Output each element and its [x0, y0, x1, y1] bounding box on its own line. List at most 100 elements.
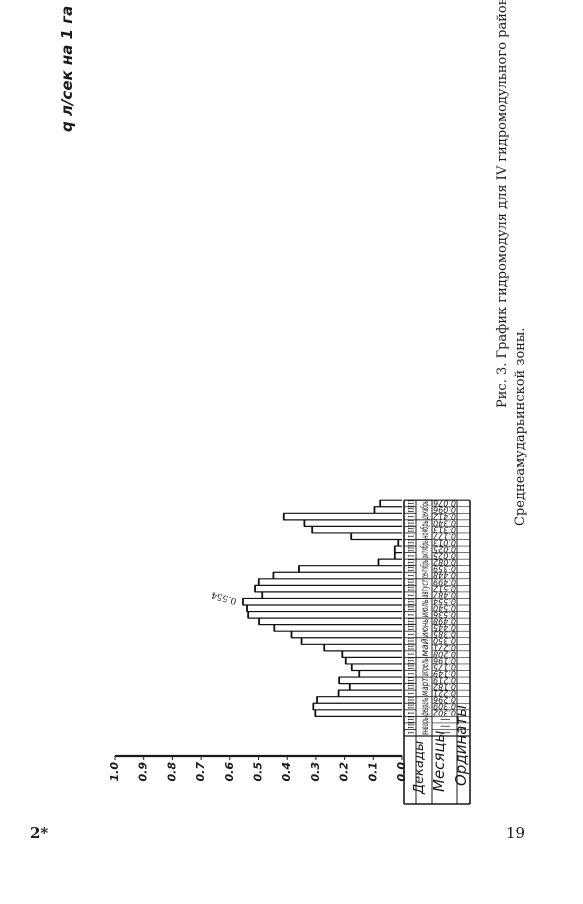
ordinate-label: 0.540 — [433, 603, 456, 612]
figure-caption-line2: Среднеамударьинской зоны. — [513, 328, 528, 526]
y-tick-label: 0.3 — [309, 762, 322, 782]
dekada-label: I — [408, 711, 416, 714]
ordinate-label: 0.313 — [433, 525, 456, 534]
dekada-label: II — [408, 645, 416, 651]
y-tick-label: 0.6 — [223, 762, 236, 782]
ordinate-label: 0.177 — [432, 531, 456, 540]
ordinate-label: 0.196 — [433, 656, 456, 665]
ordinate-label: 0.302 — [433, 708, 456, 717]
dekada-label: I — [408, 633, 416, 636]
ordinate-label: 0.149 — [433, 669, 456, 678]
ordinate-label: 0.271 — [433, 643, 456, 652]
bar-outline — [242, 499, 402, 717]
y-tick-label: 0.7 — [194, 762, 207, 782]
ordinate-mark: | — [441, 731, 451, 734]
dekada-label: II — [408, 586, 416, 592]
ordinate-label: 0.359 — [433, 564, 456, 573]
dekada-label: I — [408, 535, 416, 538]
y-tick-label: 0.9 — [137, 762, 150, 782]
y-tick-label: 0.5 — [252, 762, 265, 782]
dekada-label: II — [408, 723, 416, 729]
month-label: август — [420, 579, 431, 598]
ordinate-label: 0.536 — [433, 610, 456, 619]
text-layer: q л/сек на 1 га Декады Месяцы Ординаты Р… — [58, 0, 528, 795]
ordinate-label: 0.385 — [433, 630, 456, 639]
page-number: 19 — [506, 824, 526, 842]
y-tick-label: 1.0 — [108, 762, 121, 782]
dekada-label: I — [408, 594, 416, 597]
dekada-label: III — [408, 676, 416, 685]
ordinate-label: 0.296 — [433, 695, 456, 704]
ordinate-label: 0.076 — [433, 499, 456, 508]
row-label-ordinaty: Ординаты — [452, 705, 470, 786]
peak-annotation: 0.554 — [210, 589, 238, 605]
month-label: март — [420, 677, 431, 696]
ordinate-mark: | — [441, 725, 451, 728]
ordinate-label: 0.445 — [433, 623, 456, 632]
ordinate-label: 0.554 — [433, 597, 456, 606]
y-tick-label: 0.8 — [165, 762, 178, 782]
ordinate-mark: | — [441, 718, 451, 721]
dekada-label: II — [408, 684, 416, 690]
ordinate-label: 0.025 — [433, 551, 456, 560]
dekada-label: II — [408, 704, 416, 710]
ordinate-label: 0.499 — [433, 577, 456, 586]
row-label-mesyacy: Месяцы — [430, 730, 448, 792]
row-label-dekady: Декады — [412, 741, 427, 795]
dekada-label: I — [408, 672, 416, 675]
dekada-label: III — [408, 715, 416, 724]
corner-mark: 2* — [30, 824, 49, 842]
y-axis-label: q л/сек на 1 га — [58, 6, 76, 132]
y-tick-label: 0.0 — [395, 762, 408, 782]
dekada-label: II — [408, 605, 416, 611]
y-tick-label: 0.4 — [280, 762, 293, 782]
dekada-label: III — [408, 578, 416, 587]
ordinate-label: 0.219 — [433, 676, 456, 685]
y-tick-label: 0.1 — [366, 762, 379, 782]
month-label: октябрь — [419, 540, 431, 558]
dekada-label: I — [408, 554, 416, 557]
ordinate-label: 0.082 — [433, 558, 456, 567]
month-label: сентябрь — [419, 560, 431, 578]
ordinate-label: 0.309 — [433, 702, 456, 711]
month-label: май — [420, 638, 431, 657]
dekada-label: III — [408, 499, 416, 508]
dekada-label: I — [408, 613, 416, 616]
ordinate-label: 0.340 — [433, 518, 456, 527]
ordinate-label: 0.221 — [433, 689, 456, 698]
ordinate-label: 0.182 — [433, 682, 456, 691]
dekada-label: I — [408, 574, 416, 577]
rotated-figure: q л/сек на 1 га Декады Месяцы Ординаты Р… — [58, 0, 528, 805]
ordinate-label: 0.013 — [433, 538, 456, 547]
month-label: январь — [420, 717, 431, 735]
month-label: июнь — [420, 619, 431, 637]
month-label: июль — [420, 599, 431, 617]
dekada-label: II — [408, 664, 416, 670]
dekada-label: III — [408, 696, 416, 705]
ordinate-label: 0.512 — [433, 584, 456, 593]
month-label: февраль — [420, 697, 431, 715]
ordinate-label: 0.208 — [433, 649, 456, 658]
dekada-label: II — [408, 625, 416, 631]
ordinate-label: 0.350 — [433, 636, 456, 645]
table-layer — [114, 499, 471, 805]
ordinate-label: 0.487 — [432, 590, 456, 599]
dekada-label: III — [408, 637, 416, 646]
dekada-label: III — [408, 617, 416, 626]
month-label: апрель — [420, 658, 431, 676]
ordinate-label: 0.498 — [433, 617, 456, 626]
figure-caption-line1: Рис. 3. График гидромодуля для IV гидром… — [495, 0, 510, 408]
month-label: ноябрь — [419, 521, 431, 539]
dekada-label: II — [408, 546, 416, 552]
dekada-label: I — [408, 515, 416, 518]
dekada-label: III — [408, 597, 416, 606]
bar-layer — [242, 499, 402, 717]
dekada-label: I — [408, 692, 416, 695]
dekada-label: I — [408, 731, 416, 734]
dekada-label: II — [408, 527, 416, 533]
dekada-label: III — [408, 558, 416, 567]
dekada-label: III — [408, 656, 416, 665]
ordinate-label: 0.025 — [433, 545, 456, 554]
